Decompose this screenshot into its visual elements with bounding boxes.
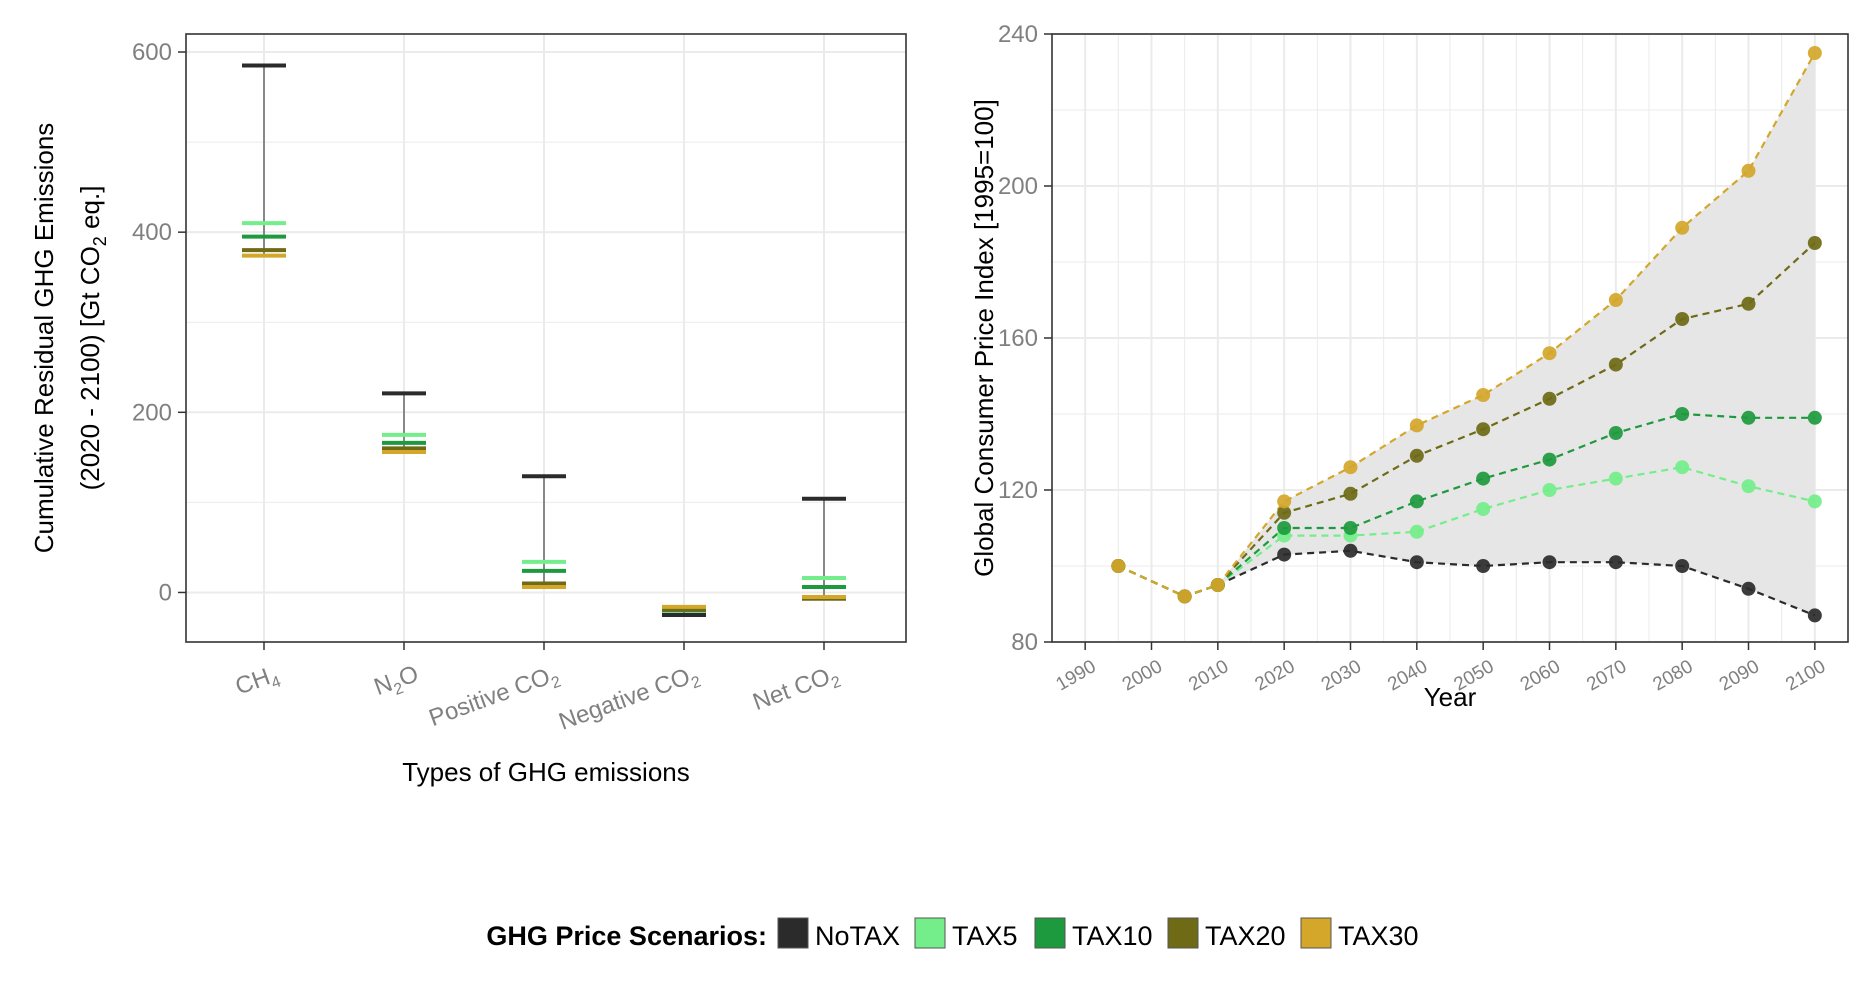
legend-items: NoTAX TAX5 TAX10 TAX20 TAX30 [777,917,1419,951]
point-tax10 [1608,426,1623,440]
point-tax20 [1807,236,1822,250]
right-x-tick-label: 1990 [1053,656,1100,695]
right-x-tick-label: 2030 [1318,656,1365,695]
legend-swatch-tax10 [1034,917,1066,949]
legend-label-tax10: TAX10 [1072,921,1153,951]
right-y-tick-label: 120 [998,477,1038,504]
point-tax20 [1675,312,1690,326]
point-tax5 [1476,502,1491,516]
right-x-tick-label: 2000 [1119,656,1166,695]
left-x-axis-title: Types of GHG emissions [402,757,690,787]
point-notax [1807,608,1822,623]
left-y-tick-label: 0 [159,579,172,606]
legend-label-tax5: TAX5 [952,921,1018,951]
legend-swatch-tax20 [1167,917,1199,949]
legend: GHG Price Scenarios: NoTAX TAX5 TAX10 TAX20… [486,917,1419,951]
point-tax20 [1608,357,1623,372]
left-errorbars [242,63,846,617]
point-notax [1741,581,1756,596]
legend-label-tax20: TAX20 [1205,921,1286,951]
point-tax30 [1741,163,1756,178]
legend-label-notax: NoTAX [815,921,900,951]
point-tax10 [1807,410,1822,425]
legend-swatch-tax5 [914,917,946,949]
point-tax20 [1343,486,1358,501]
left-y-tick-label: 400 [132,219,172,246]
point-notax [1542,555,1557,570]
point-notax [1277,547,1292,562]
point-tax20 [1476,422,1491,437]
right-y-tick-label: 160 [998,325,1038,352]
scenario-range-band [1217,53,1815,616]
right-x-tick-label: 2010 [1185,656,1232,695]
point-notax [1409,555,1424,570]
right-y-tick-label: 200 [998,173,1038,200]
point-tax10 [1542,452,1557,467]
left-x-tick-label: Positive CO2 [425,660,563,736]
point-tax5 [1542,483,1557,497]
left-x-tick-label: CH4 [232,660,284,704]
point-tax30 [1343,460,1358,475]
point-tax20 [1277,505,1292,520]
point-tax10 [1343,521,1358,535]
left-x-tick-label: Negative CO2 [555,660,703,739]
left-y-axis-title-line1: Cumulative Residual GHG Emissions [29,123,59,554]
right-y-tick-label: 80 [1011,629,1038,656]
legend-title: GHG Price Scenarios: [486,921,767,951]
point-tax5 [1409,524,1424,539]
point-tax5 [1807,494,1822,509]
point-tax10 [1675,407,1690,421]
point-tax10 [1476,471,1491,486]
left-y-axis-title-line2: (2020 - 2100) [Gt CO2 eq.] [75,186,110,491]
point-tax10 [1741,410,1756,425]
right-x-tick-label: 2070 [1583,656,1630,695]
point-tax10 [1409,494,1424,509]
point-tax20 [1542,391,1557,406]
legend-swatch-tax30 [1300,917,1332,949]
point-tax5 [1675,460,1690,475]
right-y-tick-label: 240 [998,21,1038,48]
right-x-tick-label: 2020 [1252,656,1299,695]
right-x-axis-title: Year [1424,682,1477,712]
point-tax30 [1542,346,1557,361]
left-x-tick-label: N2O [371,660,424,704]
point-tax20 [1409,448,1424,463]
point-tax30 [1675,220,1690,235]
point-notax [1476,559,1491,573]
point-tax30 [1608,293,1623,307]
left-y-tick-label: 200 [132,399,172,426]
point-notax [1608,555,1623,570]
left-x-tick-label: Net CO2 [749,660,843,720]
point-tax30 [1177,589,1192,604]
point-tax10 [1277,521,1292,535]
right-x-tick-label: 2090 [1716,656,1763,695]
left-y-ticks: 0 200 400 600 [132,39,186,606]
point-tax30 [1807,46,1822,60]
left-y-tick-label: 600 [132,39,172,66]
right-x-tick-label: 2080 [1650,656,1697,695]
point-tax30 [1111,559,1126,573]
point-tax20 [1741,296,1756,311]
legend-swatch-notax [777,917,809,949]
right-y-ticks: 80 120 160 200 240 [998,21,1052,656]
right-series-points [1111,46,1822,623]
point-tax30 [1277,494,1292,509]
point-tax5 [1741,479,1756,494]
right-x-tick-label: 2060 [1517,656,1564,695]
point-tax5 [1608,471,1623,486]
point-tax30 [1409,418,1424,433]
point-tax30 [1210,578,1225,592]
point-notax [1343,543,1358,558]
right-y-axis-title: Global Consumer Price Index [1995=100] [969,99,999,577]
right-x-tick-label: 2100 [1782,656,1829,695]
legend-label-tax30: TAX30 [1338,921,1419,951]
left-panel-background [186,34,906,642]
left-panel-border [185,33,907,643]
point-tax30 [1476,388,1491,402]
point-notax [1675,559,1690,573]
